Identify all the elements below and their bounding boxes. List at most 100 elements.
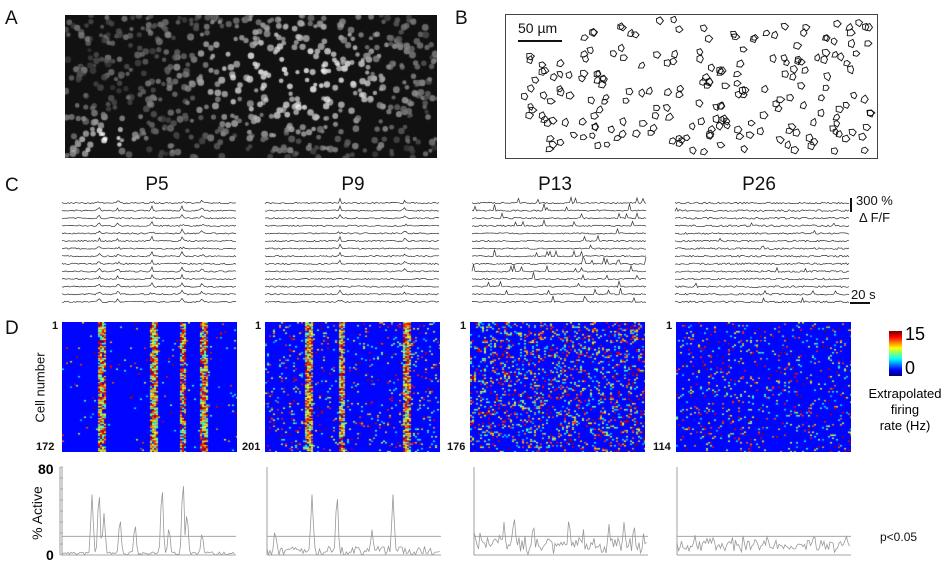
cell-contour — [697, 117, 706, 125]
trace — [61, 282, 237, 288]
cell-contour — [521, 92, 529, 101]
trace — [61, 228, 237, 235]
cell-contour — [538, 61, 547, 69]
cell-contour — [546, 135, 555, 142]
cell-contour — [708, 63, 716, 73]
cell-contour — [546, 98, 556, 105]
cell-contour — [618, 129, 627, 138]
trace — [471, 244, 647, 250]
trace — [265, 214, 440, 220]
cell-contour — [833, 19, 842, 28]
trace — [674, 266, 850, 273]
cell-contour — [569, 131, 579, 139]
trace — [471, 295, 647, 303]
trace — [674, 289, 850, 296]
trace — [264, 230, 440, 235]
cell-contour — [846, 28, 856, 37]
cell-contour — [649, 123, 658, 133]
cell-contour — [847, 65, 855, 75]
dff-scalebar — [850, 198, 852, 212]
trace — [674, 207, 850, 212]
scalebar-label: 50 µm — [518, 20, 558, 36]
cell-contour — [695, 99, 704, 108]
cell-contour — [580, 34, 589, 41]
cell-contour — [622, 97, 630, 104]
cell-contour — [580, 50, 589, 58]
cell-contour — [602, 94, 610, 101]
cell-contour — [607, 125, 616, 134]
trace — [264, 259, 440, 265]
last-cell-p13: 176 — [447, 441, 466, 453]
cell-contour — [526, 52, 536, 61]
time-scalebar — [850, 302, 870, 304]
cell-contour — [580, 69, 589, 78]
cell-contour — [835, 105, 845, 114]
cell-contour — [538, 111, 546, 121]
cell-contour — [852, 50, 861, 57]
cell-contour — [531, 76, 540, 84]
cell-contour — [832, 128, 839, 137]
cell-contour — [706, 131, 714, 140]
cell-contour — [556, 85, 564, 93]
cell-contour — [539, 91, 548, 100]
colorbar-label: Extrapolated firing rate (Hz) — [855, 386, 951, 434]
cell-contour — [550, 73, 558, 82]
trace — [264, 243, 440, 250]
cell-contour — [639, 119, 648, 127]
cell-contour — [675, 90, 684, 99]
cell-contour — [632, 129, 641, 138]
cell-contour — [810, 117, 817, 127]
cell-contour — [805, 133, 814, 143]
cell-contour — [561, 117, 569, 128]
cell-contour — [741, 86, 750, 94]
cell-contour — [735, 132, 745, 141]
cell-contour — [618, 43, 625, 53]
cell-contour — [847, 38, 856, 49]
cell-contour — [734, 125, 743, 134]
cell-contour — [528, 106, 538, 114]
trace — [61, 259, 237, 265]
cell-contour — [716, 121, 724, 131]
trace — [471, 203, 647, 212]
cell-contour — [830, 37, 838, 46]
cell-contour — [625, 87, 634, 96]
cell-contour — [703, 82, 712, 89]
cell-contour — [798, 58, 806, 66]
cell-contour — [587, 96, 596, 105]
panel-label-d: D — [5, 318, 19, 339]
last-cell-p9: 201 — [242, 441, 261, 453]
cell-contour — [789, 72, 797, 81]
cell-contour — [835, 130, 843, 138]
cell-contour — [831, 147, 839, 155]
cell-contour — [689, 122, 696, 131]
cell-contour — [831, 50, 839, 58]
colorbar-label-line: Extrapolated — [868, 386, 942, 401]
cell-contour — [864, 40, 873, 47]
cell-contour — [817, 108, 825, 118]
dff-scale-value: 300 % — [856, 193, 893, 208]
cell-contour — [617, 22, 625, 31]
cell-contour — [821, 48, 831, 58]
trace — [61, 213, 237, 220]
trace — [674, 262, 850, 266]
cell-contour — [799, 100, 808, 110]
trace — [471, 195, 647, 205]
cell-contour — [718, 66, 727, 75]
cell-contour — [739, 46, 748, 53]
cell-contour — [704, 34, 714, 43]
cell-contour — [817, 94, 826, 102]
time-scale-label: 20 s — [851, 287, 876, 302]
cell-contour — [842, 134, 851, 143]
cell-contour — [604, 141, 611, 148]
trace — [471, 280, 647, 288]
cell-contour — [610, 50, 618, 58]
trace — [264, 299, 440, 303]
trace — [264, 277, 440, 281]
trace — [61, 273, 237, 281]
cell-contour — [556, 58, 565, 68]
cell-contour — [792, 128, 801, 137]
cell-contour — [761, 84, 769, 94]
